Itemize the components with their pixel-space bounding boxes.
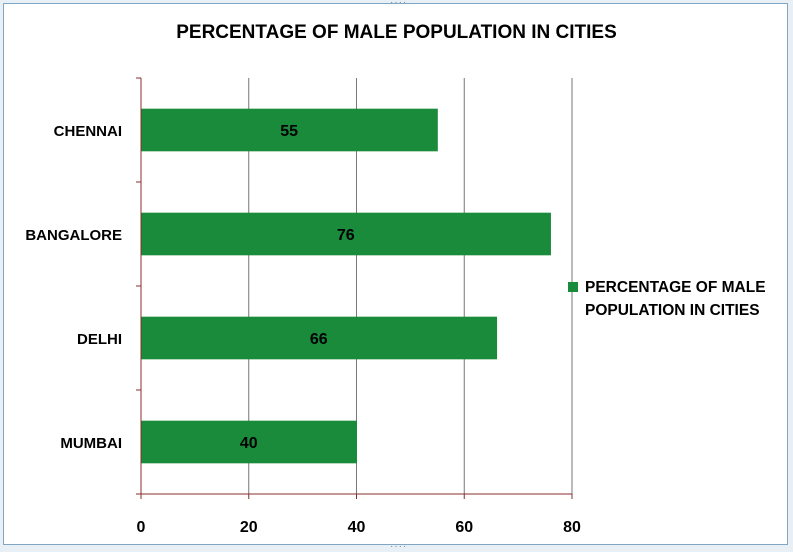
data-label: 40 — [240, 435, 258, 452]
bar-chennai — [141, 108, 438, 152]
data-label: 55 — [280, 123, 298, 140]
resize-handle-top[interactable]: ···· — [390, 0, 408, 8]
chart-frame — [3, 3, 788, 545]
data-label: 76 — [337, 227, 355, 244]
chart-title: PERCENTAGE OF MALE POPULATION IN CITIES — [176, 22, 617, 43]
resize-handle-bottom[interactable]: ···· — [390, 541, 408, 552]
x-tick-label: 60 — [455, 519, 473, 536]
y-tick-label: BANGALORE — [25, 227, 122, 244]
legend-swatch — [568, 282, 578, 292]
x-tick-label: 20 — [240, 519, 258, 536]
y-tick-label: CHENNAI — [54, 123, 122, 140]
data-label: 66 — [310, 331, 328, 348]
bar-delhi — [141, 316, 498, 360]
bar-mumbai — [141, 420, 357, 464]
legend-label: PERCENTAGE OF MALE POPULATION IN CITIES — [585, 279, 766, 319]
x-tick-label: 80 — [563, 519, 581, 536]
y-tick-label: DELHI — [77, 331, 122, 348]
bar-bangalore — [141, 212, 551, 256]
x-tick-label: 40 — [348, 519, 366, 536]
x-tick-label: 0 — [137, 519, 146, 536]
y-tick-label: MUMBAI — [60, 435, 122, 452]
